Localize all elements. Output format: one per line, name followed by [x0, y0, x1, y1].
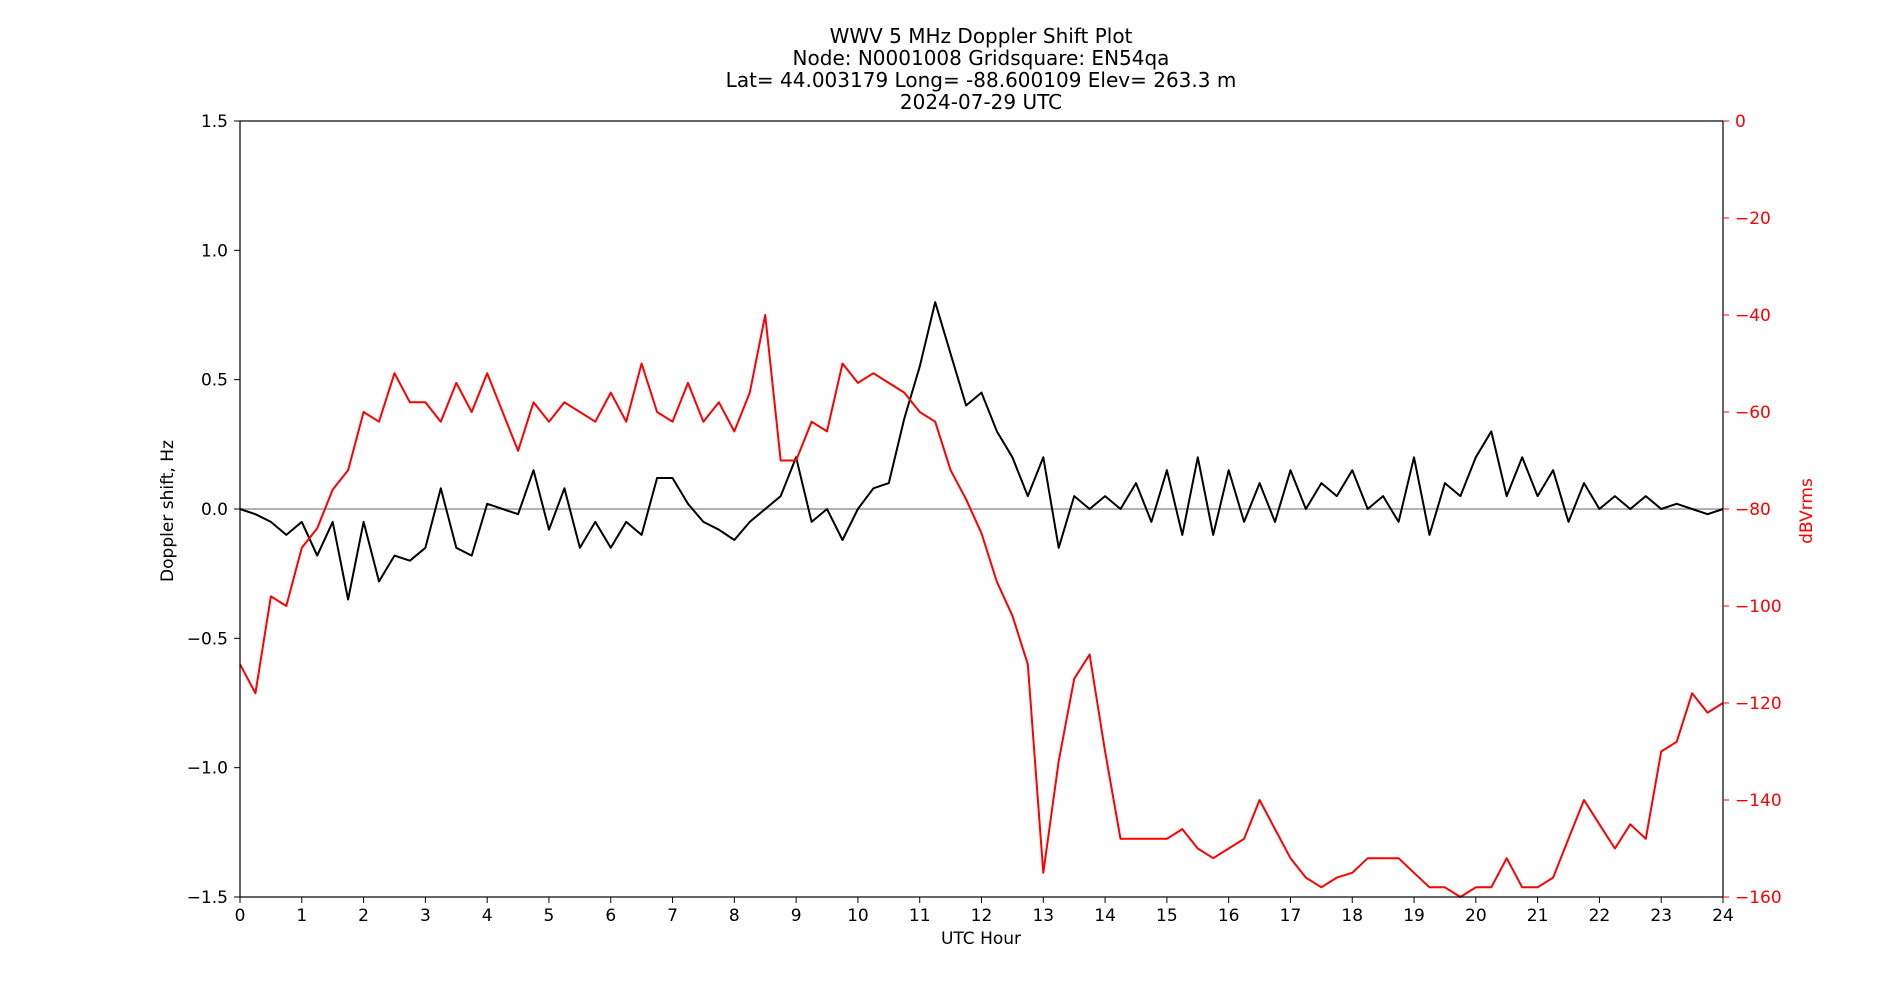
y-left-axis-label: Doppler shift, Hz [158, 440, 178, 582]
y-right-axis-label: dBVrms [1797, 478, 1817, 544]
doppler-shift-line [239, 301, 1724, 601]
x-tick-label: 11 [909, 906, 931, 926]
x-tick-label: 1 [296, 906, 307, 926]
y-left-tick-label: 0.0 [201, 500, 228, 520]
y-left-tick-label: −1.5 [187, 888, 228, 908]
x-tick-label: 15 [1156, 906, 1178, 926]
x-tick-label: 5 [544, 906, 555, 926]
x-tick-label: 24 [1712, 906, 1734, 926]
y-right-tick-label: −100 [1735, 597, 1782, 617]
x-tick-label: 8 [729, 906, 740, 926]
x-tick-label: 17 [1280, 906, 1302, 926]
y-right-tick-label: −80 [1735, 500, 1771, 520]
y-right-tick-label: −120 [1735, 694, 1782, 714]
x-tick-label: 19 [1403, 906, 1425, 926]
x-tick-label: 7 [667, 906, 678, 926]
x-tick-label: 3 [420, 906, 431, 926]
title-line-2: Node: N0001008 Gridsquare: EN54qa [793, 46, 1170, 70]
x-tick-label: 10 [847, 906, 869, 926]
title-line-3: Lat= 44.003179 Long= -88.600109 Elev= 26… [726, 68, 1237, 92]
x-tick-label: 23 [1650, 906, 1672, 926]
x-tick-label: 16 [1218, 906, 1240, 926]
x-tick-label: 6 [605, 906, 616, 926]
title-line-4: 2024-07-29 UTC [900, 90, 1062, 114]
x-tick-label: 2 [358, 906, 369, 926]
y-left-tick-label: 0.5 [201, 371, 228, 391]
y-right-tick-label: −160 [1735, 888, 1782, 908]
y-left-tick-label: 1.5 [201, 112, 228, 132]
x-tick-label: 0 [235, 906, 246, 926]
x-tick-label: 12 [971, 906, 993, 926]
x-tick-label: 14 [1094, 906, 1116, 926]
y-right-tick-label: −40 [1735, 306, 1771, 326]
y-right-tick-label: −60 [1735, 403, 1771, 423]
x-tick-label: 9 [791, 906, 802, 926]
x-tick-label: 18 [1341, 906, 1363, 926]
x-tick-label: 20 [1465, 906, 1487, 926]
y-right-tick-label: −140 [1735, 791, 1782, 811]
x-axis-label: UTC Hour [941, 929, 1021, 949]
power-dbvrms-line [239, 314, 1724, 898]
y-right-tick-label: 0 [1735, 112, 1746, 132]
x-tick-label: 21 [1527, 906, 1549, 926]
chart-title: WWV 5 MHz Doppler Shift Plot Node: N0001… [726, 24, 1237, 114]
y-left-tick-label: 1.0 [201, 241, 228, 261]
x-tick-label: 22 [1589, 906, 1611, 926]
y-left-tick-label: −1.0 [187, 759, 228, 779]
title-line-1: WWV 5 MHz Doppler Shift Plot [830, 24, 1133, 48]
x-tick-label: 4 [482, 906, 493, 926]
y-left-tick-label: −0.5 [187, 629, 228, 649]
plot-area: 0 1 2 3 4 5 6 7 8 9 10 11 12 13 14 15 16 17 18 19 20 21 22 23 24… [187, 112, 1782, 926]
y-right-tick-label: −20 [1735, 209, 1771, 229]
x-tick-label: 13 [1032, 906, 1054, 926]
